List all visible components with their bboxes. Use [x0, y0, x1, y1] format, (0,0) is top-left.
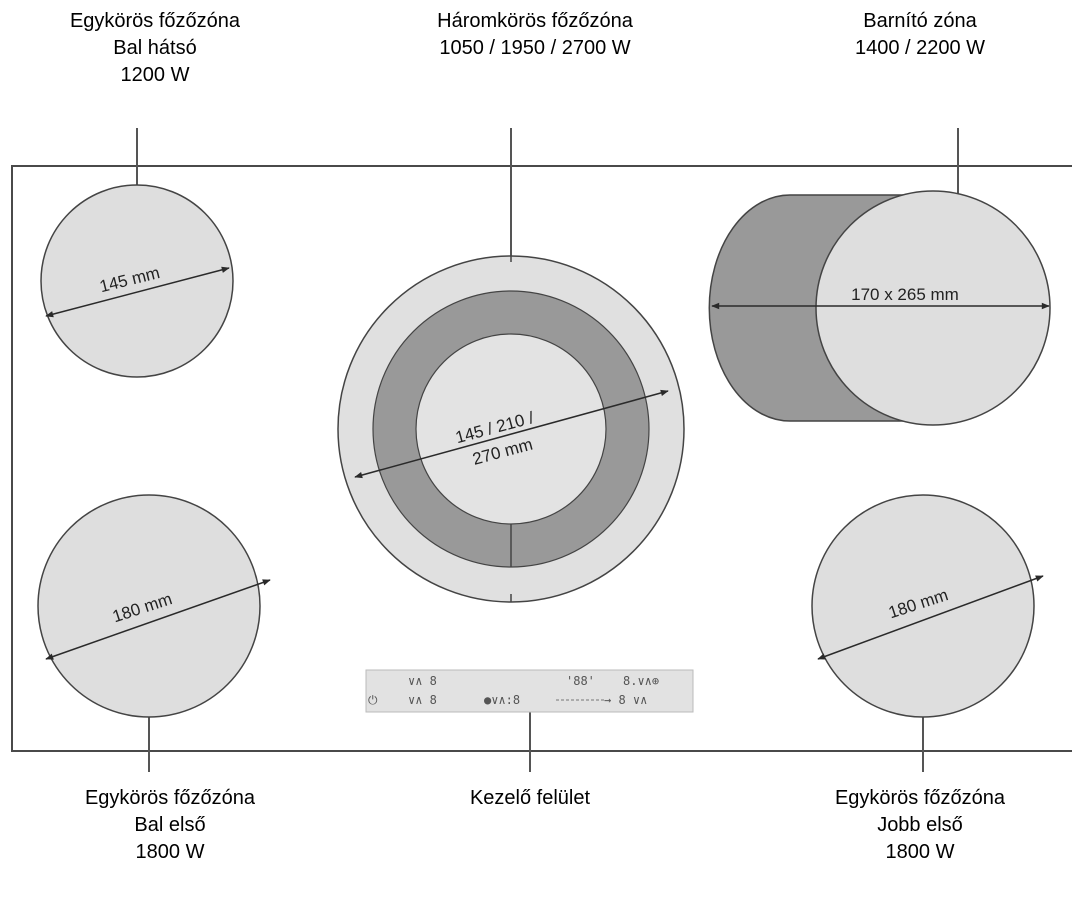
dimension-arrow-center [354, 389, 669, 479]
label-rear-left-zone: Egykörös főzőzóna Bal hátsó 1200 W [40, 8, 270, 89]
label-rear-left-position: Bal hátsó [113, 37, 197, 59]
label-rear-right-zone: Barnító zóna 1400 / 2200 W [800, 8, 1040, 62]
dimension-label-rear-right: 170 x 265 mm [851, 285, 959, 304]
control-panel-row2-a: ∨∧ 8 [408, 693, 437, 707]
label-control-panel: Kezelő felület [440, 785, 620, 812]
control-panel-timer-display: '88' [566, 674, 595, 688]
label-rear-right-title: Barnító zóna [863, 10, 977, 32]
control-panel-row2-c: → 8 ∨∧ [604, 693, 647, 707]
label-rear-right-power: 1400 / 2200 W [854, 37, 986, 59]
dimension-arrow-front-right [817, 575, 1044, 660]
label-front-left-power: 1800 W [135, 841, 205, 863]
label-center-power: 1050 / 1950 / 2700 W [439, 37, 631, 59]
label-front-right-power: 1800 W [885, 841, 955, 863]
label-rear-left-power: 1200 W [120, 64, 190, 86]
label-front-left-zone: Egykörös főzőzóna Bal első 1800 W [55, 785, 285, 866]
label-center-zone: Háromkörös főzőzóna 1050 / 1950 / 2700 W [380, 8, 690, 62]
control-panel-row2-b: ●∨∧:8 [484, 693, 520, 707]
control-panel [365, 669, 694, 713]
label-front-left-position: Bal első [134, 814, 206, 836]
label-center-title: Háromkörös főzőzóna [437, 10, 633, 32]
label-front-right-zone: Egykörös főzőzóna Jobb első 1800 W [800, 785, 1040, 866]
control-panel-row1-left: ∨∧ 8 [408, 674, 437, 688]
label-control-panel-title: Kezelő felület [469, 787, 591, 809]
label-front-right-position: Jobb első [877, 814, 963, 836]
roaster-zone-main [815, 190, 1051, 426]
label-rear-left-title: Egykörös főzőzóna [69, 10, 241, 32]
label-front-left-title: Egykörös főzőzóna [84, 787, 256, 809]
control-panel-row1-right: 8.∨∧⊕ [623, 674, 659, 688]
label-front-right-title: Egykörös főzőzóna [834, 787, 1006, 809]
dimension-arrow-rear-left [45, 266, 230, 318]
dimension-arrow-front-left [45, 579, 271, 660]
control-panel-power-icon: ⏻ [368, 693, 378, 707]
